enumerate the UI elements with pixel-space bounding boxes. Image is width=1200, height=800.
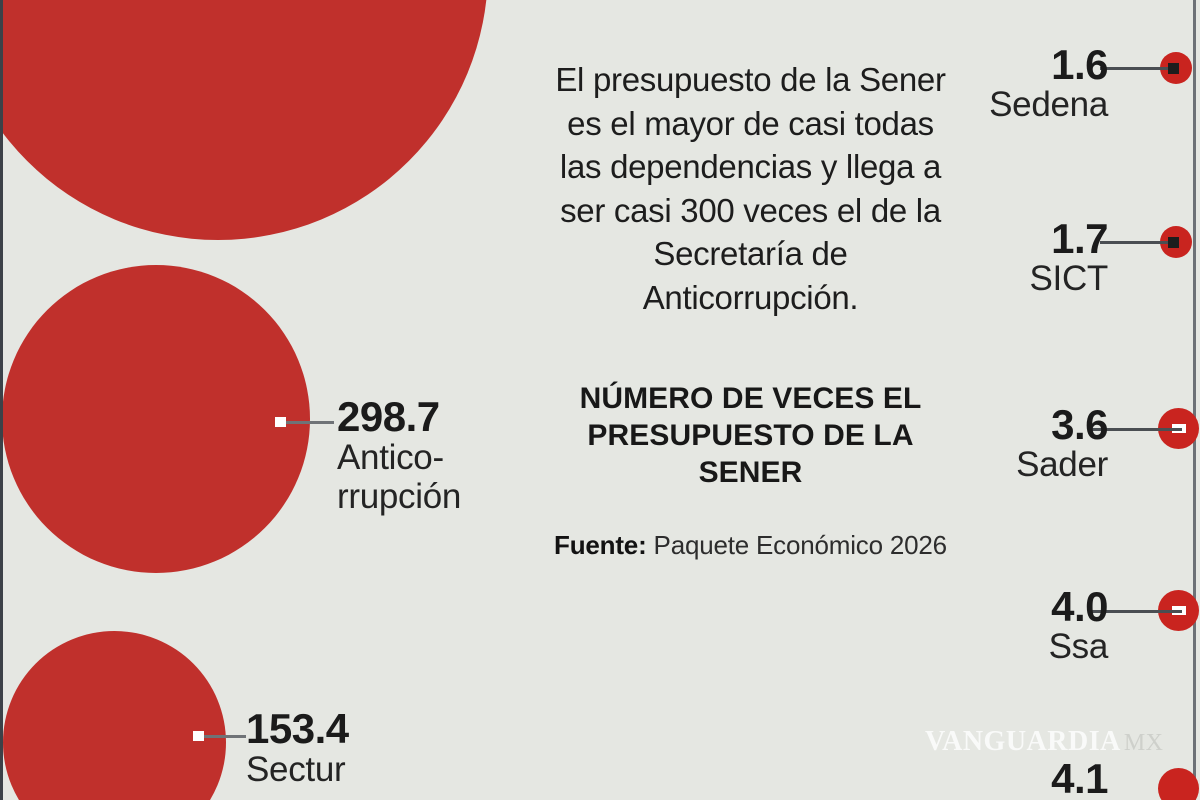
datapoint-value: 3.6: [1051, 401, 1108, 448]
watermark: VANGUARDIA MX: [925, 726, 1164, 758]
leader-marker-icon: [1168, 63, 1179, 74]
bubble-anticorrupcion: [2, 265, 310, 573]
datapoint-label: Antico- rrupción: [337, 438, 552, 516]
bubble-sener: [0, 0, 488, 240]
leader-stroke: [204, 735, 246, 738]
leader-line-anticorrupcion: [275, 410, 345, 432]
chart-title: NÚMERO DE VECES EL PRESUPUESTO DE LA SEN…: [579, 382, 922, 490]
source-text: Paquete Económico 2026: [646, 529, 948, 560]
datapoint-next-item: 4.1: [930, 758, 1108, 800]
datapoint-value: 298.7: [337, 393, 440, 440]
datapoint-ssa: 4.0 Ssa: [930, 583, 1109, 667]
datapoint-sader: 3.6 Sader: [930, 404, 1108, 485]
leader-stroke: [1090, 428, 1182, 431]
datapoint-label: Ssa: [1048, 627, 1109, 666]
datapoint-label: Sectur: [246, 750, 346, 789]
left-edge-rule: [0, 0, 3, 800]
datapoint-label-line2: rrupción: [337, 477, 462, 517]
leader-stroke: [1100, 67, 1168, 70]
datapoint-label: SICT: [1029, 259, 1108, 298]
datapoint-value: 1.6: [1051, 41, 1108, 88]
leader-marker-icon: [193, 731, 204, 741]
datapoint-label: Sedena: [989, 85, 1108, 124]
source-note: Fuente: Paquete Económico 2026: [543, 530, 958, 561]
watermark-sub: MX: [1123, 730, 1164, 756]
leader-marker-icon: [275, 417, 286, 427]
bubble-next-item: [1158, 768, 1199, 800]
leader-stroke: [286, 421, 334, 424]
datapoint-value: 153.4: [246, 705, 349, 752]
datapoint-label: Sader: [1016, 445, 1108, 484]
right-edge-rule: [1193, 0, 1196, 800]
intro-paragraph: El presupuesto de la Sener es el mayor d…: [555, 61, 946, 316]
datapoint-anticorrupcion: 298.7 Antico- rrupción: [337, 393, 552, 517]
datapoint-sedena: 1.6 Sedena: [930, 44, 1108, 125]
datapoint-value: 4.1: [1051, 755, 1108, 800]
datapoint-value: 1.7: [1051, 215, 1108, 262]
datapoint-value: 4.0: [1051, 583, 1108, 630]
datapoint-sectur: 153.4 Sectur: [246, 705, 461, 790]
bubble-sectur: [3, 631, 226, 800]
leader-line-sectur: [193, 724, 255, 746]
datapoint-sict: 1.7 SICT: [930, 218, 1108, 299]
source-label: Fuente:: [554, 529, 647, 560]
leader-marker-icon: [1168, 237, 1179, 248]
leader-stroke: [1090, 610, 1182, 613]
center-column: El presupuesto de la Sener es el mayor d…: [543, 58, 958, 561]
datapoint-label-line1: Antico-: [337, 438, 444, 477]
leader-stroke: [1100, 241, 1168, 244]
watermark-main: VANGUARDIA: [925, 726, 1121, 757]
